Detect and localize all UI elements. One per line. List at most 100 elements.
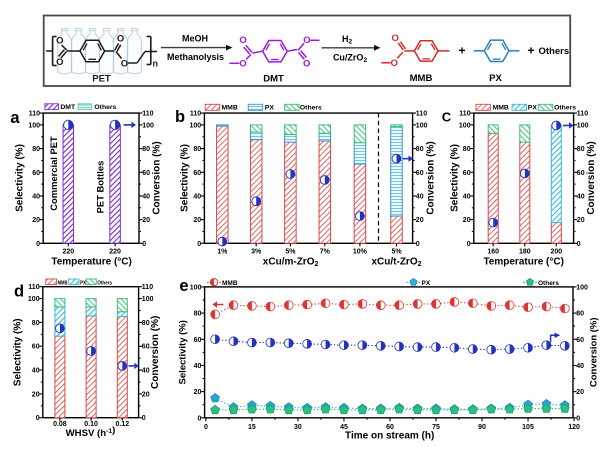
svg-text:5%: 5% [285, 248, 296, 255]
svg-text:40: 40 [193, 193, 201, 200]
svg-text:20: 20 [193, 217, 201, 224]
svg-text:20: 20 [32, 217, 40, 224]
svg-text:105: 105 [522, 424, 534, 431]
svg-text:15: 15 [248, 424, 256, 431]
svg-text:80: 80 [32, 146, 40, 153]
svg-text:80: 80 [194, 311, 202, 318]
svg-text:MMB: MMB [58, 280, 68, 286]
svg-text:110: 110 [190, 111, 201, 118]
svg-text:0: 0 [36, 415, 40, 422]
svg-text:Conversion (%): Conversion (%) [586, 141, 597, 214]
svg-text:PX: PX [80, 280, 86, 286]
svg-text:100: 100 [28, 122, 40, 129]
svg-text:100: 100 [190, 284, 202, 291]
svg-text:PX: PX [422, 280, 431, 287]
svg-text:20: 20 [576, 389, 584, 396]
svg-text:PX: PX [265, 104, 275, 111]
svg-text:40: 40 [577, 193, 585, 200]
svg-text:60: 60 [576, 337, 584, 344]
svg-text:40: 40 [194, 363, 202, 370]
svg-text:Selectivity (%): Selectivity (%) [450, 144, 461, 212]
svg-text:60: 60 [416, 170, 424, 177]
svg-text:MMB: MMB [410, 73, 433, 84]
svg-text:30: 30 [294, 424, 302, 431]
svg-text:+: + [527, 43, 534, 57]
svg-text:O: O [392, 33, 399, 44]
svg-text:100: 100 [576, 284, 588, 291]
svg-text:0.10: 0.10 [84, 421, 98, 428]
svg-text:40: 40 [416, 193, 424, 200]
svg-text:100: 100 [142, 296, 154, 303]
svg-text:PET: PET [92, 74, 111, 85]
svg-text:110: 110 [577, 111, 588, 118]
svg-text:80: 80 [576, 311, 584, 318]
svg-text:O: O [56, 57, 63, 68]
svg-text:120: 120 [568, 424, 580, 431]
svg-text:e: e [179, 277, 188, 295]
svg-text:80: 80 [142, 320, 150, 327]
svg-text:80: 80 [577, 146, 585, 153]
svg-text:Cu/ZrO2: Cu/ZrO2 [333, 53, 368, 65]
svg-text:DMT: DMT [263, 74, 284, 85]
svg-text:Selectivity (%): Selectivity (%) [13, 318, 24, 386]
svg-text:0: 0 [36, 241, 40, 248]
svg-text:100: 100 [28, 296, 40, 303]
svg-text:60: 60 [193, 170, 201, 177]
svg-text:75: 75 [432, 424, 440, 431]
svg-text:40: 40 [32, 368, 40, 375]
svg-text:3%: 3% [251, 248, 262, 255]
svg-text:Commercial PET: Commercial PET [48, 136, 59, 211]
svg-text:90: 90 [478, 424, 486, 431]
svg-text:1%: 1% [217, 248, 228, 255]
svg-text:220: 220 [109, 248, 121, 255]
svg-text:PX: PX [489, 73, 502, 84]
svg-text:a: a [10, 109, 20, 127]
svg-text:20: 20 [416, 217, 424, 224]
svg-text:110: 110 [416, 111, 427, 118]
svg-text:O: O [239, 58, 246, 69]
svg-text:H2: H2 [342, 34, 353, 46]
svg-text:Temperature (°C): Temperature (°C) [51, 256, 132, 267]
svg-text:0: 0 [467, 241, 471, 248]
svg-text:60: 60 [386, 424, 394, 431]
svg-text:110: 110 [142, 284, 153, 291]
svg-text:40: 40 [463, 193, 471, 200]
svg-text:Others: Others [554, 104, 576, 111]
svg-text:0.08: 0.08 [53, 421, 67, 428]
svg-text:100: 100 [577, 122, 589, 129]
svg-text:45: 45 [340, 424, 348, 431]
svg-text:Conversion (%): Conversion (%) [151, 141, 162, 214]
svg-text:100: 100 [190, 122, 202, 129]
svg-text:Conversion (%): Conversion (%) [589, 317, 600, 387]
svg-text:20: 20 [577, 217, 585, 224]
svg-text:200: 200 [550, 248, 562, 255]
svg-text:O: O [56, 35, 63, 46]
svg-text:40: 40 [576, 363, 584, 370]
svg-text:O: O [303, 35, 310, 46]
svg-text:20: 20 [463, 217, 471, 224]
svg-text:0: 0 [197, 241, 201, 248]
svg-text:20: 20 [142, 391, 150, 398]
svg-text:100: 100 [459, 122, 471, 129]
svg-text:PX: PX [528, 104, 538, 111]
svg-text:C: C [442, 110, 452, 125]
svg-text:O: O [117, 34, 124, 45]
svg-text:0: 0 [576, 415, 580, 422]
svg-text:d: d [14, 283, 24, 301]
svg-text:Selectivity (%): Selectivity (%) [180, 144, 191, 212]
svg-text:MMB: MMB [222, 104, 238, 111]
svg-text:110: 110 [459, 111, 470, 118]
svg-text:180: 180 [519, 248, 531, 255]
svg-text:0.12: 0.12 [115, 421, 129, 428]
svg-text:MMB: MMB [222, 280, 238, 287]
svg-text:xCu/m-ZrO2: xCu/m-ZrO2 [263, 256, 319, 268]
svg-text:0: 0 [204, 424, 208, 431]
svg-text:20: 20 [142, 217, 150, 224]
svg-text:40: 40 [32, 193, 40, 200]
svg-text:80: 80 [416, 146, 424, 153]
svg-text:100: 100 [142, 122, 154, 129]
svg-text:0: 0 [416, 241, 420, 248]
svg-text:60: 60 [142, 344, 150, 351]
svg-text:O: O [121, 59, 128, 70]
svg-text:Others: Others [538, 46, 569, 57]
